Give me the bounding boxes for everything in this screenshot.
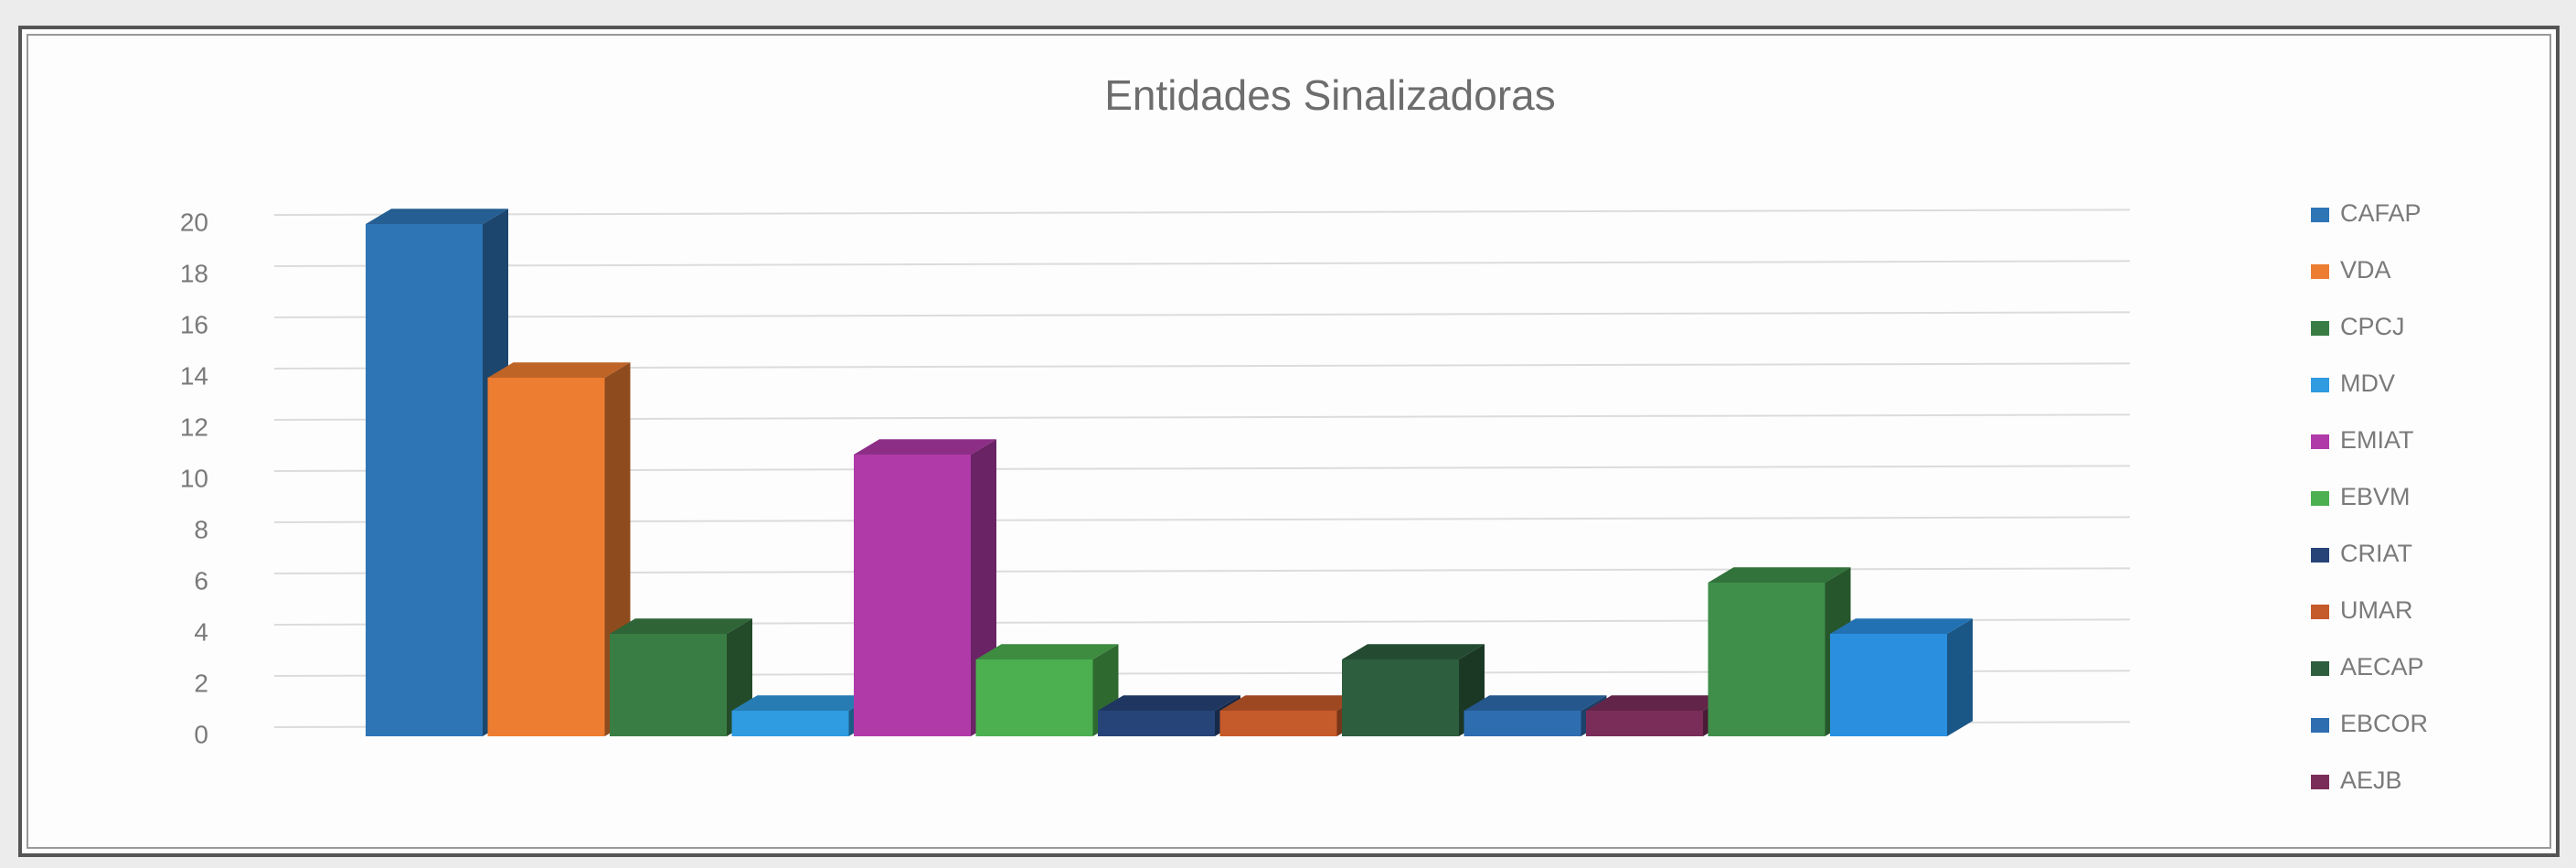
legend-swatch <box>2311 208 2329 222</box>
legend-label: EBCOR <box>2340 710 2428 737</box>
y-tick-label: 4 <box>194 617 208 646</box>
bar-side <box>1947 618 1973 736</box>
bar <box>1342 659 1459 736</box>
bar <box>975 659 1093 736</box>
grid-line <box>273 209 2131 216</box>
bar <box>610 634 727 736</box>
legend-swatch <box>2311 264 2329 279</box>
grid-line <box>273 311 2131 318</box>
bar <box>1830 634 1947 736</box>
bar-top <box>1219 695 1363 711</box>
y-tick-label: 8 <box>194 515 208 543</box>
legend-swatch <box>2311 491 2329 506</box>
bar <box>1219 711 1337 736</box>
bar <box>366 224 483 736</box>
legend-swatch <box>2311 434 2329 449</box>
y-tick-label: 14 <box>180 361 208 390</box>
y-tick-label: 16 <box>180 310 208 338</box>
legend-swatch <box>2311 321 2329 336</box>
y-tick-label: 18 <box>180 259 208 287</box>
bar-top <box>1586 695 1729 711</box>
legend-label: EMIAT <box>2340 426 2414 454</box>
y-tick-label: 0 <box>194 720 208 748</box>
bar-top <box>487 362 631 378</box>
bar <box>487 378 605 736</box>
bar-top <box>1464 695 1607 711</box>
chart-title: Entidades Sinalizadoras <box>1104 71 1556 119</box>
legend-swatch <box>2311 718 2329 733</box>
bar-top <box>854 439 996 455</box>
bar-top <box>975 644 1119 659</box>
grid-line <box>273 260 2131 267</box>
bar-top <box>1342 644 1485 659</box>
legend-label: AEJB <box>2340 766 2402 794</box>
bar <box>1708 583 1826 736</box>
legend-label: CRIAT <box>2340 540 2412 567</box>
legend-swatch <box>2311 661 2329 676</box>
legend-label: UMAR <box>2340 596 2413 624</box>
legend-swatch <box>2311 605 2329 619</box>
legend-label: EBVM <box>2340 483 2411 510</box>
bar-top <box>610 618 752 634</box>
bar-top <box>731 695 875 711</box>
chart-frame-inner <box>27 34 2551 849</box>
bar-top <box>1830 618 1973 634</box>
legend-swatch <box>2311 775 2329 789</box>
bar <box>731 711 849 736</box>
bar-top <box>366 209 508 224</box>
legend-label: CPCJ <box>2340 313 2405 340</box>
y-tick-label: 6 <box>194 566 208 595</box>
bar <box>1586 711 1703 736</box>
y-tick-label: 10 <box>180 464 208 492</box>
bar-top <box>1708 567 1851 583</box>
bar-top <box>1098 695 1240 711</box>
y-tick-label: 12 <box>180 413 208 441</box>
bar <box>1464 711 1581 736</box>
legend-swatch <box>2311 378 2329 392</box>
legend-label: AECAP <box>2340 653 2424 680</box>
legend-swatch <box>2311 548 2329 563</box>
legend-label: MDV <box>2340 370 2395 397</box>
y-tick-label: 2 <box>194 669 208 697</box>
bar <box>1098 711 1215 736</box>
bar <box>854 455 971 736</box>
legend-label: CAFAP <box>2340 199 2422 227</box>
y-tick-label: 20 <box>180 208 208 236</box>
legend-label: VDA <box>2340 256 2391 284</box>
